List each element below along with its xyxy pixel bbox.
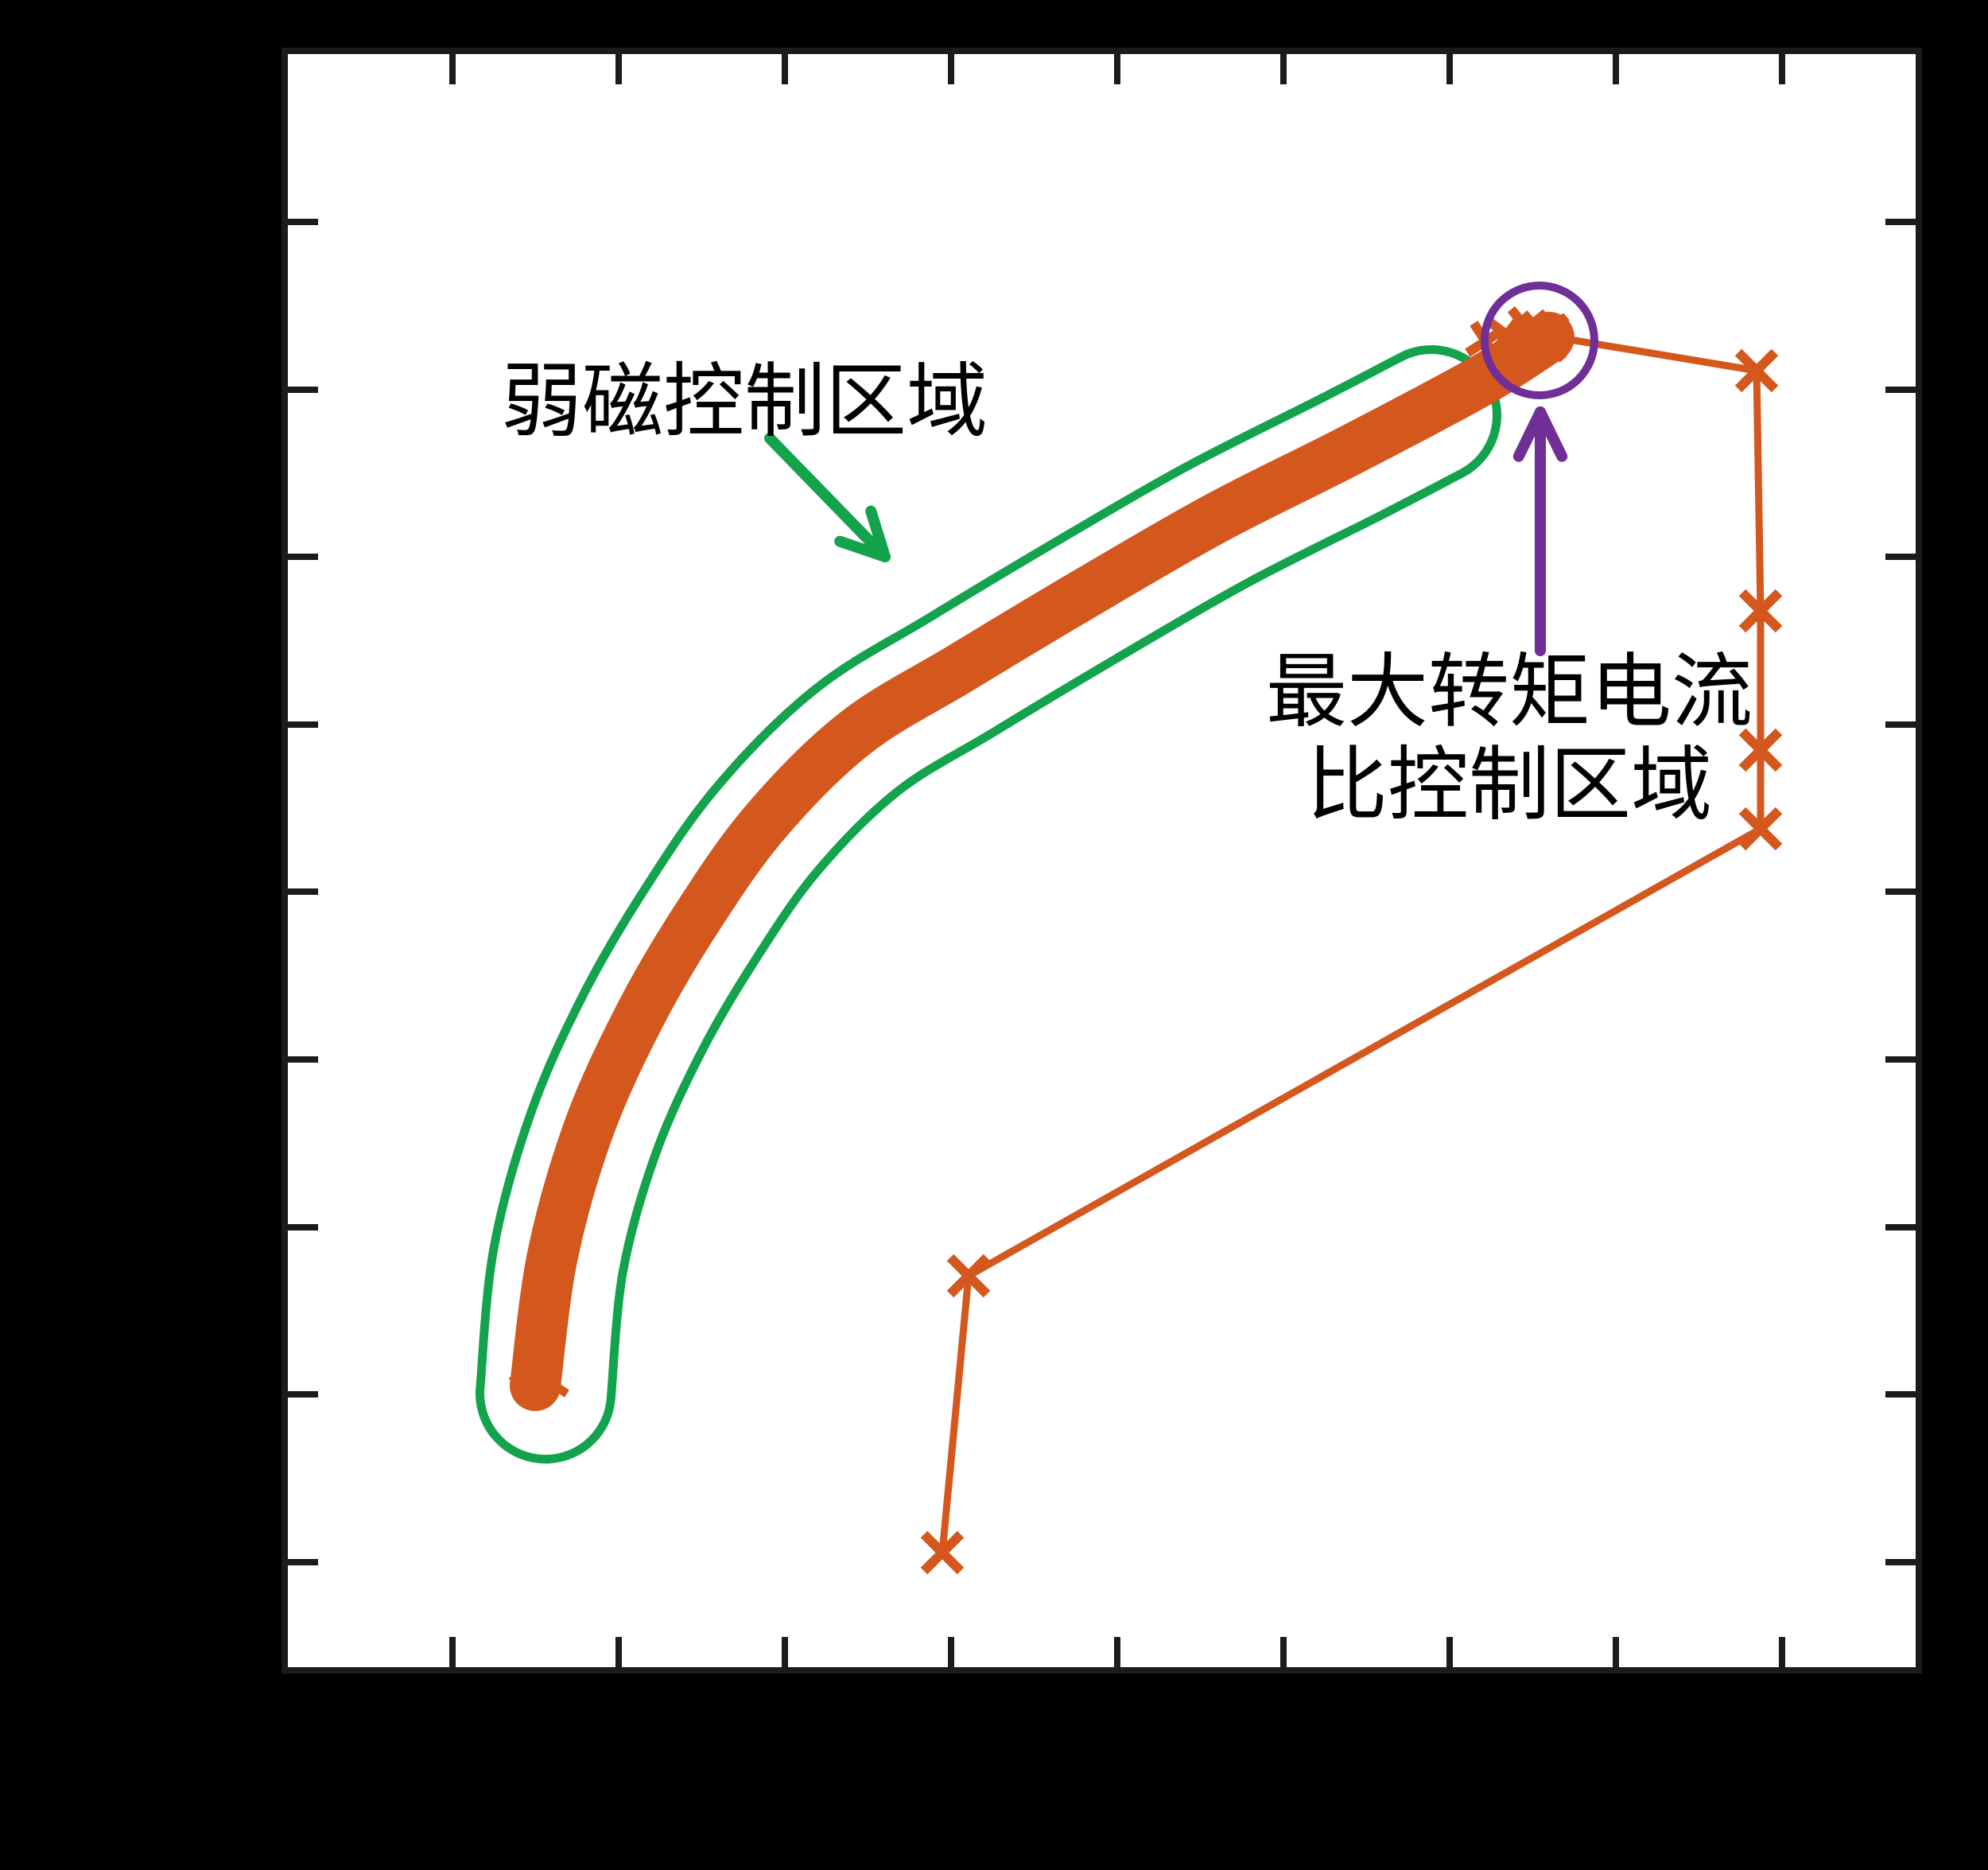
axes-ticks <box>285 51 1919 1670</box>
flux-weakening-label: 弱磁控制区域 <box>501 358 988 448</box>
band-tip-markers <box>508 1347 569 1403</box>
flux-weakening-trajectory-band <box>510 312 1574 1411</box>
operating-point-polyline <box>920 332 1783 1575</box>
axes-box <box>282 48 1922 1674</box>
flux-weakening-arrow <box>764 433 891 562</box>
mtpa-circle <box>1481 282 1598 399</box>
mtpa-label-line2: 比控制区域 <box>1307 741 1712 831</box>
mtpa-arrow <box>1512 406 1568 656</box>
mtpa-label-line1: 最大转矩电流 <box>1266 648 1753 738</box>
